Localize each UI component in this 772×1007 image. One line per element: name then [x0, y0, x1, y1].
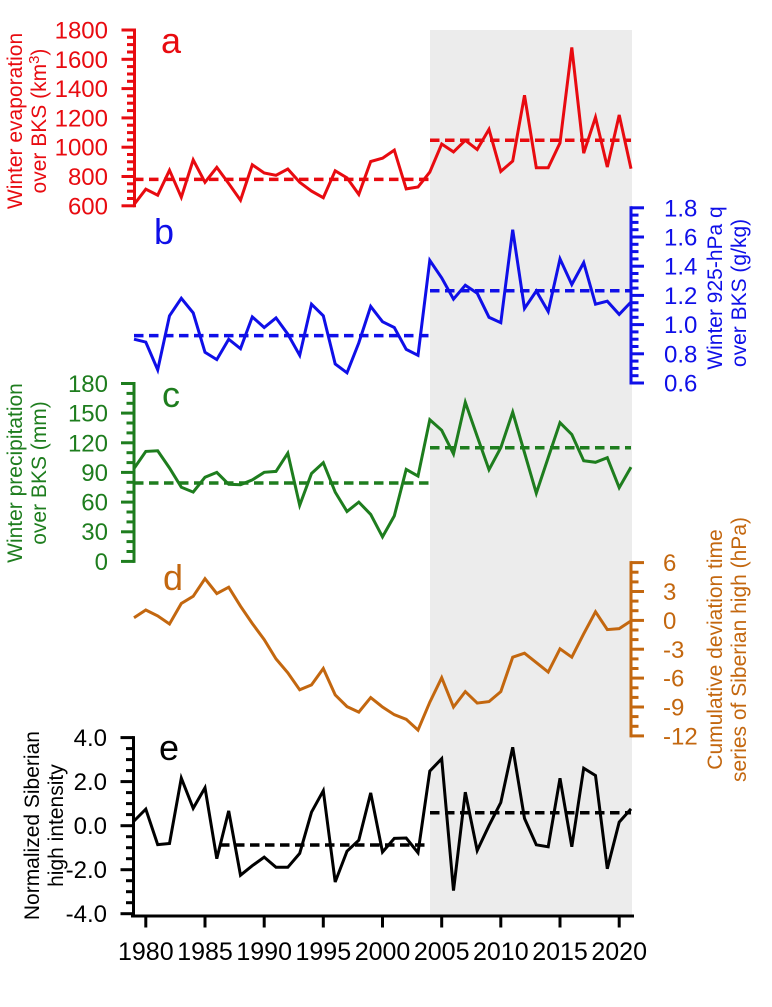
svg-text:2000: 2000 [355, 938, 411, 966]
svg-text:0.6: 0.6 [664, 371, 697, 398]
svg-text:d: d [163, 557, 183, 598]
svg-text:Cumulative deviation time: Cumulative deviation time [704, 529, 727, 769]
svg-text:b: b [154, 211, 174, 252]
svg-text:-12: -12 [663, 723, 698, 750]
svg-text:1.4: 1.4 [664, 254, 697, 281]
svg-text:1400: 1400 [55, 76, 108, 103]
svg-text:3: 3 [663, 579, 676, 606]
svg-text:-6: -6 [663, 666, 684, 693]
svg-text:600: 600 [68, 193, 108, 220]
svg-text:over BKS (g/kg): over BKS (g/kg) [728, 219, 751, 367]
svg-text:6: 6 [663, 550, 676, 577]
svg-text:4.0: 4.0 [74, 725, 107, 752]
svg-text:2005: 2005 [414, 938, 470, 966]
svg-text:0.8: 0.8 [664, 341, 697, 368]
svg-text:high intensity: high intensity [45, 764, 68, 887]
svg-text:1.6: 1.6 [664, 225, 697, 252]
svg-text:over BKS (mm): over BKS (mm) [28, 401, 51, 545]
svg-text:1.2: 1.2 [664, 283, 697, 310]
svg-text:90: 90 [81, 460, 108, 487]
svg-text:30: 30 [81, 519, 108, 546]
svg-text:0.0: 0.0 [74, 813, 107, 840]
svg-text:60: 60 [81, 490, 108, 517]
svg-text:120: 120 [68, 430, 108, 457]
svg-text:Winter 925-hPa q: Winter 925-hPa q [704, 206, 727, 369]
svg-text:-9: -9 [663, 695, 684, 722]
svg-text:2010: 2010 [473, 938, 529, 966]
svg-text:150: 150 [68, 401, 108, 428]
svg-text:Winter evaporation: Winter evaporation [4, 33, 27, 209]
svg-text:1980: 1980 [118, 938, 174, 966]
svg-text:Winter precipitation: Winter precipitation [4, 383, 27, 563]
svg-text:1.8: 1.8 [664, 195, 697, 222]
svg-text:c: c [162, 374, 180, 415]
svg-text:1990: 1990 [236, 938, 292, 966]
svg-text:-2.0: -2.0 [66, 857, 107, 884]
svg-text:series of Siberian high (hPa): series of Siberian high (hPa) [728, 517, 751, 782]
svg-text:0: 0 [95, 549, 108, 576]
svg-text:a: a [161, 20, 182, 61]
svg-text:2020: 2020 [591, 938, 647, 966]
svg-text:over BKS (km3): over BKS (km3) [26, 49, 51, 194]
svg-text:1200: 1200 [55, 105, 108, 132]
svg-text:1.0: 1.0 [664, 312, 697, 339]
svg-text:1800: 1800 [55, 18, 108, 45]
svg-text:1985: 1985 [177, 938, 233, 966]
svg-text:0: 0 [663, 608, 676, 635]
svg-text:-3: -3 [663, 637, 684, 664]
svg-text:1000: 1000 [55, 135, 108, 162]
svg-text:e: e [159, 727, 179, 768]
svg-text:2015: 2015 [532, 938, 588, 966]
svg-text:180: 180 [68, 371, 108, 398]
svg-text:800: 800 [68, 164, 108, 191]
svg-text:1995: 1995 [295, 938, 351, 966]
svg-text:1600: 1600 [55, 47, 108, 74]
svg-text:Normalized Siberian: Normalized Siberian [21, 731, 44, 920]
svg-text:-4.0: -4.0 [66, 901, 107, 928]
svg-text:2.0: 2.0 [74, 769, 107, 796]
